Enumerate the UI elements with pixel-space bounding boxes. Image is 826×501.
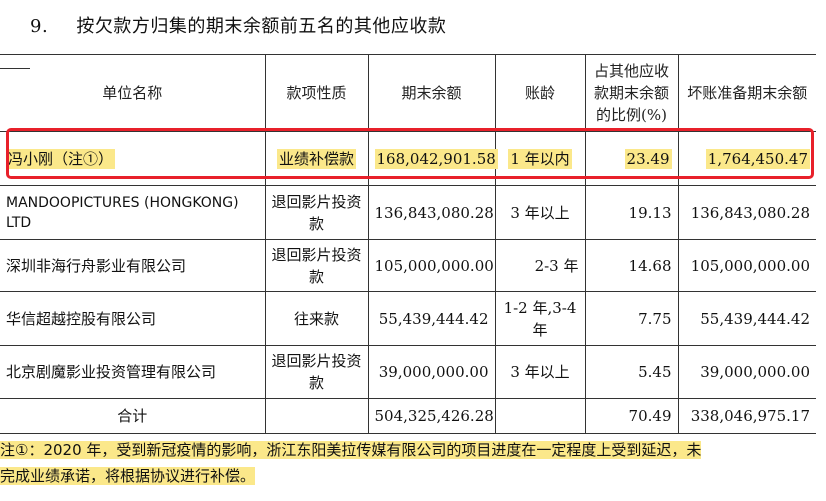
cell-age: 1 年以内 [494, 131, 586, 186]
cell-balance: 136,843,080.28 [367, 185, 496, 240]
cell-ratio: 7.75 [584, 291, 679, 346]
table-row: MANDOOPICTURES (HONGKONG) LTD 退回影片投资款 13… [0, 185, 816, 240]
table-row: 华信超越控股有限公司 往来款 55,439,444.42 1-2 年,3-4 年… [0, 291, 816, 346]
cell-unit: 深圳非海行舟影业有限公司 [0, 239, 266, 292]
table-row: 冯小刚（注①） 业绩补偿款 168,042,901.58 1 年以内 23.49… [0, 131, 816, 186]
cell-nature: 往来款 [264, 291, 369, 346]
header-nature: 款项性质 [264, 54, 369, 132]
cell-balance-text: 168,042,901.58 [374, 148, 498, 169]
cell-balance: 55,439,444.42 [367, 291, 496, 346]
header-unit: 单位名称 [0, 54, 266, 132]
total-row: 合计 504,325,426.28 70.49 338,046,975.17 [0, 398, 816, 434]
cell-unit: 冯小刚（注①） [0, 131, 266, 186]
cell-unit: MANDOOPICTURES (HONGKONG) LTD [0, 185, 266, 240]
footnote-line-2: 完成业绩承诺，将根据协议进行补偿。 [0, 467, 256, 485]
table-row: 北京剧魔影业投资管理有限公司 退回影片投资款 39,000,000.00 3 年… [0, 345, 816, 399]
cell-ratio: 5.45 [584, 345, 679, 399]
cell-age: 1-2 年,3-4 年 [494, 291, 586, 346]
footnote: 注①：2020 年，受到新冠疫情的影响，浙江东阳美拉传媒有限公司的项目进度在一定… [0, 437, 816, 489]
header-provision: 坏账准备期末余额 [677, 54, 816, 132]
cell-age: 3 年以上 [494, 345, 586, 399]
cell-provision: 1,764,450.47 [677, 131, 816, 186]
cell-nature: 退回影片投资款 [264, 345, 369, 399]
section-title: 按欠款方归集的期末余额前五名的其他应收款 [76, 16, 447, 37]
cell-provision: 39,000,000.00 [677, 345, 816, 399]
total-age-empty [494, 398, 586, 434]
cell-balance: 105,000,000.00 [367, 239, 496, 292]
cell-unit: 北京剧魔影业投资管理有限公司 [0, 345, 266, 399]
total-provision: 338,046,975.17 [677, 398, 816, 434]
cell-ratio: 19.13 [584, 185, 679, 240]
header-balance: 期末余额 [367, 54, 496, 132]
total-ratio: 70.49 [584, 398, 679, 434]
cell-age: 3 年以上 [494, 185, 586, 240]
cell-ratio-text: 23.49 [624, 148, 672, 169]
header-ratio: 占其他应收款期末余额的比例(%) [584, 54, 679, 132]
cell-nature: 退回影片投资款 [264, 239, 369, 292]
total-nature-empty [264, 398, 369, 434]
table-header-row: 单位名称 款项性质 期末余额 账龄 占其他应收款期末余额的比例(%) 坏账准备期… [0, 54, 816, 132]
cell-provision: 55,439,444.42 [677, 291, 816, 346]
cell-nature-text: 业绩补偿款 [276, 148, 356, 169]
section-heading: 9. 按欠款方归集的期末余额前五名的其他应收款 [30, 12, 446, 38]
cell-age-text: 1 年以内 [508, 148, 572, 169]
cell-unit-text: 冯小刚（注①） [6, 148, 116, 169]
cell-provision-text: 1,764,450.47 [705, 148, 810, 169]
cell-ratio: 23.49 [584, 131, 679, 186]
header-age: 账龄 [494, 54, 586, 132]
footnote-line-1: 注①：2020 年，受到新冠疫情的影响，浙江东阳美拉传媒有限公司的项目进度在一定… [0, 441, 702, 459]
cell-age: 2-3 年 [494, 239, 586, 292]
cell-balance: 39,000,000.00 [367, 345, 496, 399]
cell-nature: 业绩补偿款 [264, 131, 369, 186]
table-row: 深圳非海行舟影业有限公司 退回影片投资款 105,000,000.00 2-3 … [0, 239, 816, 292]
cell-provision: 136,843,080.28 [677, 185, 816, 240]
section-number: 9. [30, 16, 49, 37]
cell-balance: 168,042,901.58 [367, 131, 498, 186]
total-label: 合计 [0, 398, 266, 434]
cell-unit: 华信超越控股有限公司 [0, 291, 266, 346]
total-balance: 504,325,426.28 [367, 398, 496, 434]
cell-provision: 105,000,000.00 [677, 239, 816, 292]
cell-ratio: 14.68 [584, 239, 679, 292]
receivables-table: 单位名称 款项性质 期末余额 账龄 占其他应收款期末余额的比例(%) 坏账准备期… [0, 54, 816, 434]
cell-nature: 退回影片投资款 [264, 185, 369, 240]
